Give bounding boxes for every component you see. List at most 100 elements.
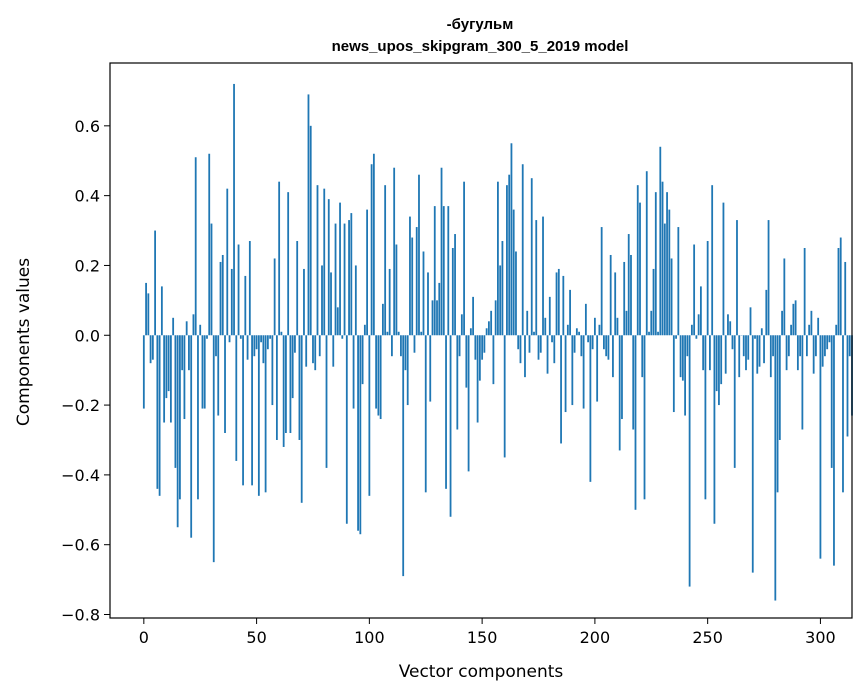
bar (323, 188, 326, 336)
bar (551, 335, 553, 343)
bar (598, 324, 601, 336)
bar (767, 220, 770, 336)
x-tick-label: 200 (580, 628, 611, 647)
bar (314, 335, 317, 371)
bar (330, 272, 332, 336)
bar (639, 202, 641, 336)
bar (704, 335, 707, 500)
bar (445, 335, 447, 489)
bar (406, 335, 409, 406)
bar (460, 314, 463, 336)
bar (458, 335, 461, 357)
bar (257, 335, 260, 496)
bar (375, 335, 378, 409)
bar (690, 324, 693, 336)
bar (235, 335, 238, 461)
bar (251, 335, 253, 486)
bar (560, 335, 562, 444)
bar (733, 335, 736, 468)
bar (772, 335, 774, 357)
bar (724, 335, 727, 374)
bar (260, 335, 262, 343)
bar (172, 317, 175, 336)
bar (233, 83, 235, 336)
bar (839, 237, 842, 336)
bar (483, 335, 486, 353)
bar (332, 335, 335, 367)
bar (679, 335, 682, 378)
bar (273, 258, 276, 336)
bar (591, 335, 594, 350)
bar (835, 324, 838, 336)
bar (648, 331, 650, 336)
bar (508, 174, 511, 336)
bar (693, 244, 696, 336)
y-tick-label: −0.8 (61, 606, 100, 625)
bar (379, 335, 382, 420)
bar (661, 181, 664, 336)
bar (751, 335, 754, 573)
bar (521, 164, 524, 336)
bar (668, 209, 671, 336)
bar (147, 293, 150, 336)
bar (607, 335, 610, 360)
bar (352, 335, 355, 409)
x-tick-label: 150 (467, 628, 498, 647)
bar (535, 220, 538, 336)
bar (278, 181, 281, 336)
bar (720, 335, 723, 385)
bar (465, 335, 468, 388)
y-tick-label: 0.6 (75, 117, 100, 136)
bar (255, 335, 258, 350)
bar (799, 335, 802, 357)
x-axis-ticks: 0 50 100 150 200 250 300 (139, 618, 836, 647)
bar (790, 324, 792, 336)
bar (449, 335, 452, 517)
bar (192, 314, 195, 336)
bar (359, 335, 362, 535)
bar (542, 216, 544, 336)
bar (756, 335, 759, 374)
y-axis-ticks: −0.8 −0.6 −0.4 −0.2 0.0 0.2 0.4 0.6 (61, 117, 110, 625)
bar (183, 335, 186, 420)
bar (305, 335, 308, 367)
bar (334, 223, 337, 336)
bar (630, 254, 632, 336)
bar (803, 248, 806, 336)
bar (309, 125, 312, 336)
bar (587, 335, 590, 343)
bar (627, 234, 630, 336)
bar (684, 335, 686, 416)
bar (393, 167, 396, 336)
bar (266, 335, 269, 350)
x-axis-label: Vector components (399, 662, 564, 682)
bar (487, 321, 490, 336)
bar (654, 192, 657, 336)
bar (742, 335, 745, 357)
bar (427, 272, 429, 336)
bar (826, 335, 829, 350)
y-tick-label: −0.6 (61, 536, 100, 555)
x-tick-label: 0 (139, 628, 149, 647)
bar (623, 261, 626, 336)
bar (400, 335, 402, 357)
bar (501, 241, 504, 336)
bar (817, 317, 820, 336)
bar (422, 251, 425, 336)
bar (828, 335, 831, 343)
bars-group (142, 83, 853, 601)
bar (431, 300, 434, 336)
bar (824, 335, 826, 357)
bar (476, 335, 479, 423)
bar (300, 335, 303, 503)
bar (738, 335, 741, 378)
bar (652, 268, 655, 336)
bar (808, 324, 811, 336)
bar (844, 261, 847, 336)
bar (354, 265, 357, 336)
bar (747, 335, 750, 360)
y-axis-label: Components values (14, 258, 34, 426)
bar (442, 206, 445, 336)
bar (663, 223, 666, 336)
bar (413, 335, 416, 353)
